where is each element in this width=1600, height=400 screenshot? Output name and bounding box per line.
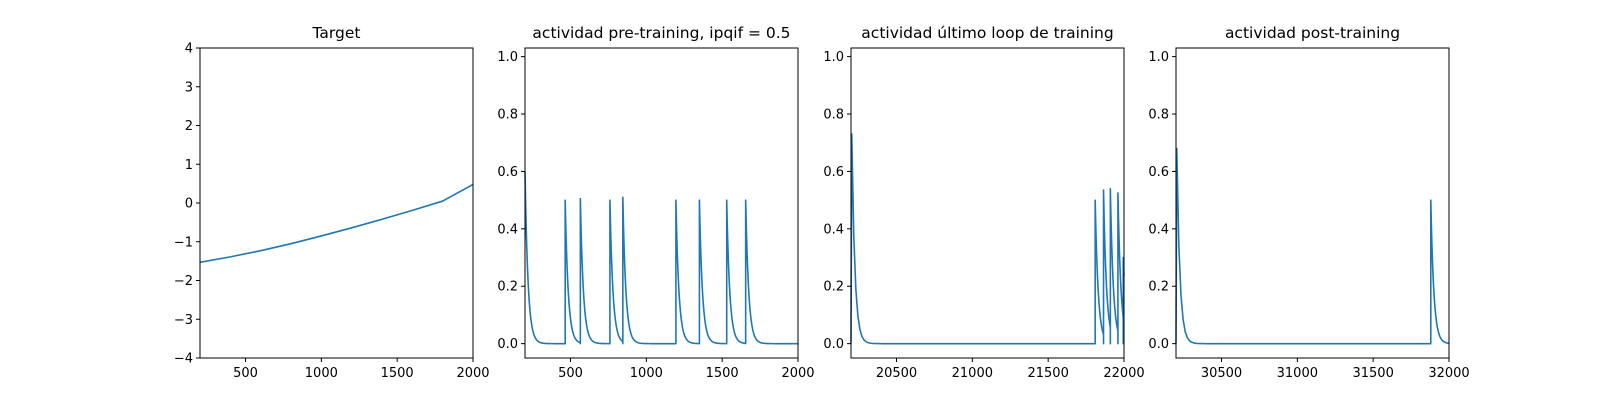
y-tick-label: 0 (185, 197, 193, 212)
y-tick-label: 0.8 (497, 108, 518, 123)
plot-frame (524, 47, 799, 359)
y-tick-label: 0.4 (1148, 222, 1169, 237)
series-line (1175, 147, 1450, 345)
y-tick-label: 0.6 (1148, 165, 1169, 180)
y-tick-label: −4 (174, 352, 193, 367)
y-tick-label: 0.6 (823, 165, 844, 180)
x-tick-label: 1000 (630, 366, 663, 381)
chart-title: actividad último loop de training (861, 24, 1113, 42)
x-tick-label: 21000 (952, 366, 993, 381)
y-tick-label: −1 (174, 235, 193, 250)
y-tick-label: 0.2 (497, 280, 518, 295)
y-tick-label: 0.0 (823, 337, 844, 352)
plot-frame (1175, 47, 1450, 359)
y-tick-label: 1.0 (1148, 50, 1169, 65)
y-tick-label: 0.2 (1148, 280, 1169, 295)
y-tick-label: −3 (174, 313, 193, 328)
chart-panel-1: Target −4 −3 −2 −1 0 1 2 3 4 500 1000 1500 2000 (174, 24, 490, 381)
y-tick-label: 0.0 (1148, 337, 1169, 352)
series-line (850, 133, 1125, 345)
x-tick-label: 31000 (1277, 366, 1318, 381)
y-tick-label: 2 (185, 119, 193, 134)
y-tick-label: 0.2 (823, 280, 844, 295)
y-tick-label: 0.4 (497, 222, 518, 237)
x-tick-label: 20500 (876, 366, 917, 381)
x-tick-label: 31500 (1352, 366, 1393, 381)
chart-panel-4: actividad post-training 0.0 0.2 0.4 0.6 0.8 1.… (1148, 24, 1469, 381)
chart-title: actividad pre-training, ipqif = 0.5 (532, 24, 790, 42)
y-tick-label: 0.4 (823, 222, 844, 237)
series-line (524, 171, 799, 345)
chart-panel-3: actividad último loop de training 0.0 0.2 0… (823, 24, 1144, 381)
x-tick-label: 500 (558, 366, 583, 381)
x-tick-label: 21500 (1027, 366, 1068, 381)
plot-frame (199, 47, 474, 359)
x-tick-label: 30500 (1201, 366, 1242, 381)
y-tick-label: 4 (185, 42, 193, 57)
x-tick-label: 500 (233, 366, 258, 381)
y-tick-label: 0.0 (497, 337, 518, 352)
plot-frame (850, 47, 1125, 359)
x-tick-label: 22000 (1103, 366, 1144, 381)
y-tick-label: 0.6 (497, 165, 518, 180)
y-tick-label: 1.0 (497, 50, 518, 65)
y-tick-label: 1 (185, 158, 193, 173)
x-tick-label: 32000 (1428, 366, 1469, 381)
chart-title: actividad post-training (1225, 24, 1400, 42)
series-line (199, 183, 474, 264)
y-tick-label: 0.8 (1148, 108, 1169, 123)
x-tick-label: 2000 (456, 366, 489, 381)
y-tick-label: 3 (185, 80, 193, 95)
x-tick-label: 1500 (381, 366, 414, 381)
x-tick-label: 2000 (781, 366, 814, 381)
chart-title: Target (312, 24, 361, 42)
y-tick-label: 0.8 (823, 108, 844, 123)
x-tick-label: 1000 (305, 366, 338, 381)
y-tick-label: −2 (174, 274, 193, 289)
chart-panel-2: actividad pre-training, ipqif = 0.5 0.0 0.… (497, 24, 814, 381)
x-tick-label: 1500 (706, 366, 739, 381)
y-tick-label: 1.0 (823, 50, 844, 65)
